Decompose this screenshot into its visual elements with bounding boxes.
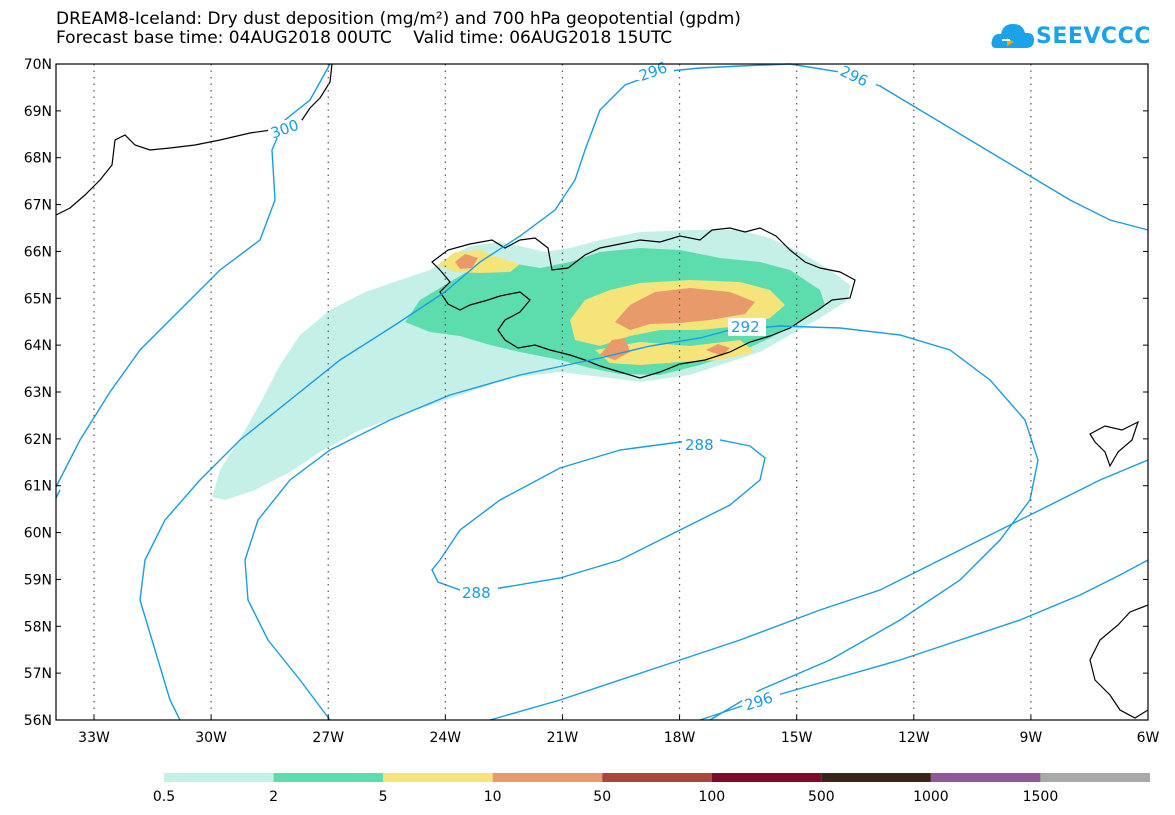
legend-label: 1500 (1023, 789, 1059, 805)
legend-swatch (492, 773, 603, 782)
contour-label-288a: 288 (685, 436, 714, 454)
scotland-coast (1089, 604, 1149, 719)
legend-label: 1000 (913, 789, 949, 805)
legend-swatch (1040, 773, 1150, 782)
lat-label: 61N (24, 479, 52, 495)
lat-label: 63N (24, 385, 52, 401)
coastlines (55, 63, 1149, 719)
lat-label: 60N (24, 526, 52, 542)
contour-label-288b: 288 (462, 584, 491, 602)
legend-swatch (821, 773, 931, 782)
lon-label: 12W (898, 730, 930, 746)
dust-zone-10-nw (455, 254, 478, 269)
lat-label: 64N (24, 338, 52, 354)
lon-label: 15W (781, 730, 813, 746)
lat-label: 59N (24, 572, 52, 588)
dust-zone-5-nw (438, 250, 520, 273)
contour-300 (55, 63, 331, 488)
lat-label: 57N (24, 666, 52, 682)
dust-zone-10-se (706, 344, 730, 356)
legend-swatch (602, 773, 712, 782)
contour-296-main (139, 63, 1149, 721)
title-block: DREAM8-Iceland: Dry dust deposition (mg/… (56, 10, 741, 48)
iceland-coast (431, 227, 856, 379)
legend-label: 50 (593, 789, 611, 805)
lat-label: 67N (24, 198, 52, 214)
logo-text: SEEVCCC (1036, 24, 1151, 49)
lat-label: 56N (24, 713, 52, 729)
lon-label: 30W (195, 730, 227, 746)
contour-label-292: 292 (731, 318, 760, 336)
legend-swatch (383, 773, 493, 782)
lat-label: 66N (24, 244, 52, 260)
contour-296-north (55, 489, 61, 499)
legend-label: 0.5 (153, 789, 175, 805)
lat-label: 62N (24, 432, 52, 448)
map-title: DREAM8-Iceland: Dry dust deposition (mg/… (56, 9, 741, 29)
dust-zone-10-s (600, 338, 630, 360)
lon-label: 21W (547, 730, 579, 746)
contour-296-south (489, 459, 1149, 721)
legend-swatch (711, 773, 822, 782)
lon-label: 9W (1020, 730, 1043, 746)
lat-label: 69N (24, 104, 52, 120)
lon-label: 18W (664, 730, 696, 746)
legend-swatch (164, 773, 274, 782)
dust-zone-10 (615, 288, 755, 330)
lon-label: 6W (1137, 730, 1160, 746)
cloud-logo-icon (991, 24, 1034, 48)
lon-label: 24W (429, 730, 461, 746)
longitude-axis: 33W 30W 27W 24W 21W 18W 15W 12W 9W 6W (78, 730, 1159, 746)
latitude-axis: 70N 69N 68N 67N 66N 65N 64N 63N 62N 61N 60N 59N 58N 5… (24, 57, 52, 729)
legend-label: 10 (484, 789, 502, 805)
lon-label: 33W (78, 730, 110, 746)
legend-label: 500 (808, 789, 835, 805)
greenland-coast (55, 63, 333, 216)
faroe-coast (1089, 420, 1140, 468)
map-subtitle: Forecast base time: 04AUG2018 00UTC Vali… (56, 28, 673, 48)
legend-swatch (273, 773, 384, 782)
legend-label: 100 (698, 789, 725, 805)
lat-label: 58N (24, 619, 52, 635)
lon-label: 27W (312, 730, 344, 746)
lat-label: 68N (24, 151, 52, 167)
legend-label: 2 (269, 789, 278, 805)
legend-swatch (930, 773, 1041, 782)
lat-lon-grid (56, 63, 1149, 721)
lat-label: 65N (24, 291, 52, 307)
seevccc-logo: SEEVCCC (990, 18, 1150, 58)
legend-label: 5 (379, 789, 388, 805)
map-frame (55, 63, 1149, 721)
lat-label: 70N (24, 57, 52, 73)
contour-300-south (699, 559, 1149, 721)
